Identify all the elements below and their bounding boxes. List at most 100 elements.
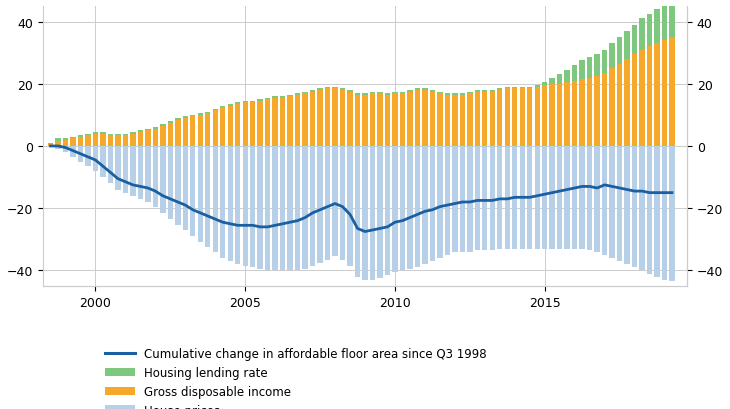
Bar [370,146,375,280]
Bar [632,25,637,55]
Bar [497,89,502,91]
Bar [295,94,300,95]
Bar [235,146,240,265]
Bar [93,133,98,134]
Bar [272,99,278,146]
Bar [550,78,555,85]
Bar [654,146,660,277]
Bar [610,146,615,258]
Bar [332,146,338,257]
Bar [370,92,375,94]
Bar [490,92,495,146]
Bar [654,10,660,44]
Bar [228,146,233,261]
Bar [310,92,315,146]
Bar [265,99,270,100]
Bar [130,134,136,146]
Bar [340,91,345,146]
Bar [295,95,300,146]
Bar [258,100,263,101]
Bar [377,94,383,146]
Bar [669,146,675,282]
Bar [437,146,442,258]
Bar [302,146,308,269]
Bar [295,146,300,271]
Bar [198,116,203,146]
Bar [340,146,345,260]
Bar [572,66,577,81]
Bar [63,139,68,140]
Bar [242,103,248,146]
Bar [445,95,450,146]
Bar [347,91,353,92]
Bar [332,89,338,146]
Bar [407,91,412,92]
Bar [355,146,360,277]
Bar [520,89,525,146]
Bar [160,126,166,146]
Bar [534,86,540,88]
Bar [587,146,592,251]
Bar [594,77,600,146]
Bar [400,146,405,271]
Bar [445,146,450,255]
Bar [168,146,173,220]
Bar [400,92,405,94]
Bar [258,101,263,146]
Bar [93,146,98,171]
Bar [168,122,173,124]
Bar [55,142,61,146]
Bar [422,146,428,265]
Bar [228,105,233,106]
Bar [220,106,226,108]
Bar [662,41,667,146]
Bar [138,146,143,199]
Bar [235,105,240,146]
Bar [347,146,353,266]
Bar [362,146,368,280]
Bar [48,144,53,145]
Bar [564,146,570,249]
Bar [632,146,637,267]
Bar [572,81,577,146]
Bar [512,89,518,146]
Bar [460,95,465,146]
Bar [212,111,218,146]
Bar [482,91,488,92]
Bar [587,78,592,146]
Bar [220,146,226,258]
Bar [190,117,196,146]
Bar [550,146,555,249]
Bar [310,146,315,266]
Bar [190,146,196,237]
Bar [632,55,637,146]
Bar [564,83,570,146]
Bar [355,94,360,95]
Bar [669,4,675,38]
Bar [407,146,412,269]
Bar [250,103,256,146]
Bar [542,83,548,86]
Bar [647,146,652,274]
Bar [205,114,210,146]
Bar [182,146,188,230]
Bar [422,89,428,91]
Bar [250,146,256,267]
Bar [228,106,233,146]
Bar [534,88,540,146]
Bar [534,146,540,249]
Bar [302,92,308,94]
Bar [460,94,465,95]
Bar [93,134,98,146]
Bar [362,95,368,146]
Bar [280,146,285,271]
Bar [430,92,435,146]
Bar [108,146,113,184]
Bar [145,130,150,131]
Bar [85,134,91,136]
Bar [168,124,173,146]
Bar [70,137,76,139]
Bar [138,131,143,133]
Bar [512,88,518,89]
Bar [205,112,210,114]
